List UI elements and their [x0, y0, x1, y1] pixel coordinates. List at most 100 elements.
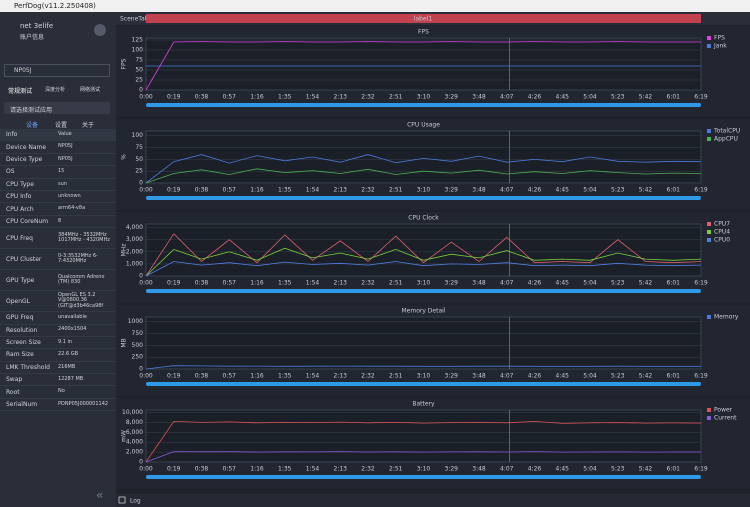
legend-swatch: [707, 315, 711, 319]
device-select[interactable]: NP05J: [14, 67, 32, 74]
x-tick-label: 1:35: [278, 187, 292, 194]
info-cell: CPU CoreNum: [6, 217, 49, 225]
x-tick-label: 5:42: [639, 94, 653, 101]
x-tick-label: 1:16: [250, 280, 264, 287]
info-row: CPU Freq 384MHz - 3532MHz 1017MHz - 4320M…: [0, 228, 116, 250]
x-tick-label: 0:38: [195, 280, 209, 287]
label-bar: [146, 14, 701, 23]
y-tick-label: 6,000: [126, 429, 143, 436]
info-row: Root No: [0, 386, 116, 399]
x-tick-label: 6:19: [694, 280, 708, 287]
info-cell: 22.6 GB: [58, 351, 79, 358]
x-tick-label: 3:10: [417, 187, 431, 194]
x-tick-label: 3:29: [445, 280, 459, 287]
chart-title: Memory Detail: [402, 308, 446, 315]
x-tick-label: 4:07: [500, 373, 514, 380]
x-tick-label: 3:48: [472, 94, 486, 101]
x-tick-label: 1:35: [278, 94, 292, 101]
chart-title: FPS: [418, 29, 429, 36]
series-line: [145, 261, 702, 277]
y-tick-label: 250: [132, 354, 144, 361]
info-cell: arm64-v8a: [58, 205, 86, 212]
info-tab[interactable]: 设置: [55, 122, 68, 129]
y-axis-label: %: [121, 154, 128, 160]
plot-area: [145, 316, 702, 370]
mode-tab[interactable]: 深度分析: [45, 87, 66, 93]
y-axis-label: MHz: [121, 244, 128, 257]
info-tab[interactable]: 设备: [26, 122, 39, 129]
mode-tab[interactable]: 常规测试: [8, 88, 33, 95]
x-tick-label: 2:13: [334, 373, 348, 380]
x-tick-label: 3:10: [417, 373, 431, 380]
mode-tab[interactable]: 网络测试: [80, 87, 101, 93]
info-cell: GPU Type: [6, 276, 35, 284]
x-tick-label: 2:51: [389, 187, 403, 194]
x-tick-label: 0:57: [223, 280, 237, 287]
y-tick-label: 2,000: [126, 248, 143, 255]
info-cell: No: [58, 388, 65, 395]
x-tick-label: 2:51: [389, 373, 403, 380]
x-tick-label: 1:54: [306, 187, 320, 194]
plot-area: [145, 223, 702, 277]
x-tick-label: 1:54: [306, 94, 320, 101]
x-tick-label: 0:57: [223, 94, 237, 101]
x-tick-label: 5:23: [611, 466, 625, 473]
collapse-icon[interactable]: «: [96, 488, 104, 502]
x-tick-label: 0:00: [139, 280, 153, 287]
plot-area: [145, 37, 702, 91]
settings-button[interactable]: [94, 24, 106, 36]
y-tick-label: 0: [139, 87, 143, 94]
info-row: Screen Size 9.1 in: [0, 337, 116, 350]
scrollbar: [146, 475, 701, 479]
info-row: LMK Threshold 216MB: [0, 362, 116, 375]
x-tick-label: 2:13: [334, 94, 348, 101]
account[interactable]: 账户信息: [20, 34, 45, 41]
series-line: [145, 420, 702, 463]
series-line: [145, 451, 701, 463]
y-tick-label: 1000: [128, 318, 143, 325]
x-tick-label: 1:16: [250, 373, 264, 380]
x-tick-label: 4:45: [556, 280, 570, 287]
x-tick-label: 0:19: [167, 187, 181, 194]
info-cell: NP05J: [58, 155, 73, 162]
x-tick-label: 4:45: [556, 466, 570, 473]
x-tick-label: 2:32: [361, 94, 375, 101]
legend-label: Current: [714, 415, 737, 422]
x-tick-label: 3:48: [472, 373, 486, 380]
x-tick-label: 1:35: [278, 373, 292, 380]
x-tick-label: 1:16: [250, 94, 264, 101]
series-line: [145, 247, 702, 277]
x-tick-label: 0:38: [195, 373, 209, 380]
x-tick-label: 2:32: [361, 280, 375, 287]
x-tick-label: 5:23: [611, 187, 625, 194]
x-tick-label: 1:35: [278, 280, 292, 287]
info-row: CPU Info unknown: [0, 191, 116, 204]
x-tick-label: 6:01: [667, 466, 681, 473]
legend-label: FPS: [714, 35, 725, 42]
y-tick-label: 100: [132, 132, 144, 139]
x-tick-label: 1:35: [278, 466, 292, 473]
info-row: CPU Arch arm64-v8a: [0, 203, 116, 216]
info-cell: PDNP05J000001142: [58, 400, 109, 407]
scrollbar: [146, 382, 701, 386]
legend-label: Power: [714, 407, 733, 414]
info-row: CPU CoreNum 8: [0, 216, 116, 229]
x-tick-label: 5:23: [611, 373, 625, 380]
x-tick-label: 4:45: [556, 373, 570, 380]
info-row: GPU Freq unavailable: [0, 312, 116, 325]
legend-swatch: [707, 137, 711, 141]
info-tab[interactable]: 关于: [82, 122, 95, 129]
sidebar: net 3elife 账户信息 NP05J 常规测试 深度分析 网络测试 请选择…: [0, 12, 116, 507]
scrollbar: [146, 103, 701, 107]
x-tick-label: 6:01: [667, 187, 681, 194]
x-tick-label: 3:10: [417, 466, 431, 473]
y-tick-label: 125: [132, 37, 144, 44]
x-tick-label: 0:38: [195, 466, 209, 473]
app-select[interactable]: 请选择测试应用: [10, 107, 53, 114]
x-tick-label: 1:16: [250, 466, 264, 473]
x-tick-label: 0:00: [139, 187, 153, 194]
series-line: [145, 41, 701, 91]
x-tick-label: 3:29: [445, 187, 459, 194]
x-tick-label: 3:10: [417, 280, 431, 287]
user-name: net 3elife: [20, 22, 54, 30]
